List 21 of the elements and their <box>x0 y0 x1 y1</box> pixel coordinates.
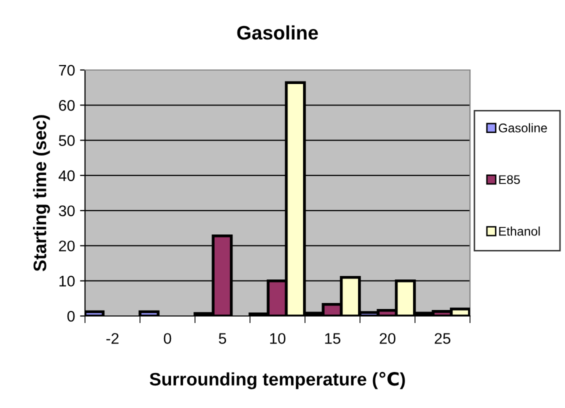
x-tick-label: 15 <box>325 333 340 344</box>
x-tick-label: 25 <box>434 333 450 344</box>
y-tick-label: 0 <box>67 310 75 322</box>
legend-label: Gasoline <box>498 123 547 132</box>
x-axis-title: Surrounding temperature (℃) <box>150 372 405 390</box>
y-axis-title: Starting time (sec) <box>33 115 50 272</box>
x-tick-label: 0 <box>164 333 172 344</box>
y-tick-label: 20 <box>59 240 75 252</box>
y-tick-label: 50 <box>58 135 75 146</box>
x-tick-label: 20 <box>380 333 396 344</box>
y-tick-label: 10 <box>59 276 75 287</box>
y-tick-label: 30 <box>58 205 75 216</box>
chart-title: Gasoline <box>237 25 318 40</box>
x-tick-label: 10 <box>270 333 286 344</box>
x-tick-label: 5 <box>218 333 226 344</box>
legend-label: E85 <box>499 175 520 184</box>
legend-label: Ethanol <box>499 226 540 236</box>
x-tick-label: -2 <box>106 333 119 344</box>
y-tick-label: 40 <box>58 170 75 182</box>
y-tick-label: 70 <box>59 64 75 76</box>
y-tick-label: 60 <box>59 100 75 111</box>
